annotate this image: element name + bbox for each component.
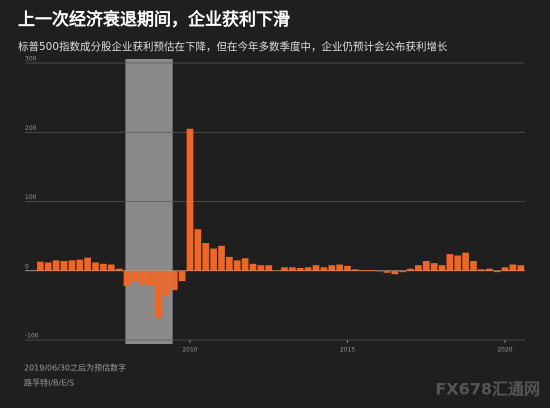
- bar: [344, 265, 351, 271]
- y-tick-label: 200: [25, 125, 37, 132]
- bar: [170, 270, 178, 291]
- bar: [218, 245, 225, 271]
- y-tick-label: 100: [25, 194, 37, 201]
- bar: [241, 258, 249, 271]
- bar: [60, 261, 68, 271]
- bar: [37, 261, 44, 271]
- bar: [407, 268, 414, 271]
- bar: [147, 270, 154, 286]
- bar: [399, 270, 406, 273]
- bar: [210, 248, 217, 271]
- bar: [249, 263, 257, 271]
- watermark: FX678汇通网: [435, 380, 540, 399]
- bar: [257, 265, 265, 271]
- y-tick-label: -100: [25, 333, 39, 340]
- bar: [76, 259, 84, 271]
- bar: [44, 262, 52, 271]
- bar: [163, 270, 170, 295]
- bar: [438, 265, 446, 271]
- bar: [375, 270, 383, 272]
- bar: [367, 270, 375, 271]
- bar: [509, 264, 517, 271]
- x-tick-label: 2010: [182, 347, 197, 354]
- bar: [68, 260, 76, 271]
- bar: [92, 262, 99, 271]
- bar: [336, 264, 343, 271]
- x-tick-label: 2020: [497, 347, 512, 354]
- bar: [178, 270, 186, 282]
- bar: [265, 265, 273, 271]
- bar: [84, 257, 91, 271]
- bar: [296, 267, 304, 271]
- note: 2019/06/30之后为预估数字: [24, 363, 126, 373]
- bar: [352, 269, 359, 271]
- bar: [415, 265, 422, 271]
- bar: [359, 270, 367, 271]
- bar: [186, 128, 194, 271]
- bar: [202, 243, 210, 271]
- chart-subtitle: 标普500指数成分股企业获利预估在下降，但在今年多数季度中，企业仍预计会公布获利…: [18, 40, 448, 53]
- bar: [233, 260, 241, 271]
- bar: [289, 267, 296, 271]
- bar: [304, 267, 312, 271]
- bar: [454, 255, 462, 271]
- x-tick-label: 2015: [340, 347, 355, 354]
- y-tick-label: 300: [25, 56, 37, 63]
- bar: [139, 270, 147, 285]
- bar: [517, 265, 525, 271]
- bar: [391, 270, 399, 275]
- bar: [123, 270, 131, 286]
- bar: [462, 252, 469, 271]
- bar: [470, 261, 477, 271]
- bar: [100, 263, 107, 271]
- bar: [194, 229, 202, 271]
- source: 路孚特I/B/E/S: [24, 378, 74, 388]
- bar: [312, 265, 320, 271]
- bar: [52, 260, 60, 271]
- bar: [430, 263, 438, 271]
- bar: [131, 270, 139, 282]
- bar: [115, 268, 123, 271]
- bar: [446, 254, 454, 271]
- bar: [493, 270, 501, 273]
- bar: [281, 267, 288, 271]
- bar: [478, 269, 485, 271]
- y-tick-label: 0: [25, 263, 29, 270]
- bar: [107, 264, 115, 271]
- bar: [226, 256, 233, 271]
- bar: [320, 267, 328, 271]
- bar: [155, 270, 162, 318]
- bar: [485, 268, 493, 271]
- bar: [383, 270, 391, 273]
- bar: [501, 267, 509, 271]
- chart-title: 上一次经济衰退期间，企业获利下滑: [18, 9, 290, 30]
- bar: [422, 261, 430, 271]
- bar: [328, 265, 336, 271]
